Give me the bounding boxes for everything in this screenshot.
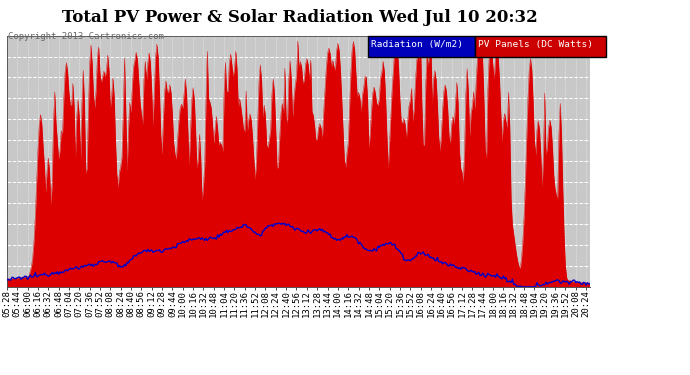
Text: PV Panels (DC Watts): PV Panels (DC Watts) xyxy=(478,40,593,49)
Text: Total PV Power & Solar Radiation Wed Jul 10 20:32: Total PV Power & Solar Radiation Wed Jul… xyxy=(62,9,538,26)
Text: Copyright 2013 Cartronics.com: Copyright 2013 Cartronics.com xyxy=(8,32,164,41)
Text: Radiation (W/m2): Radiation (W/m2) xyxy=(371,40,463,49)
